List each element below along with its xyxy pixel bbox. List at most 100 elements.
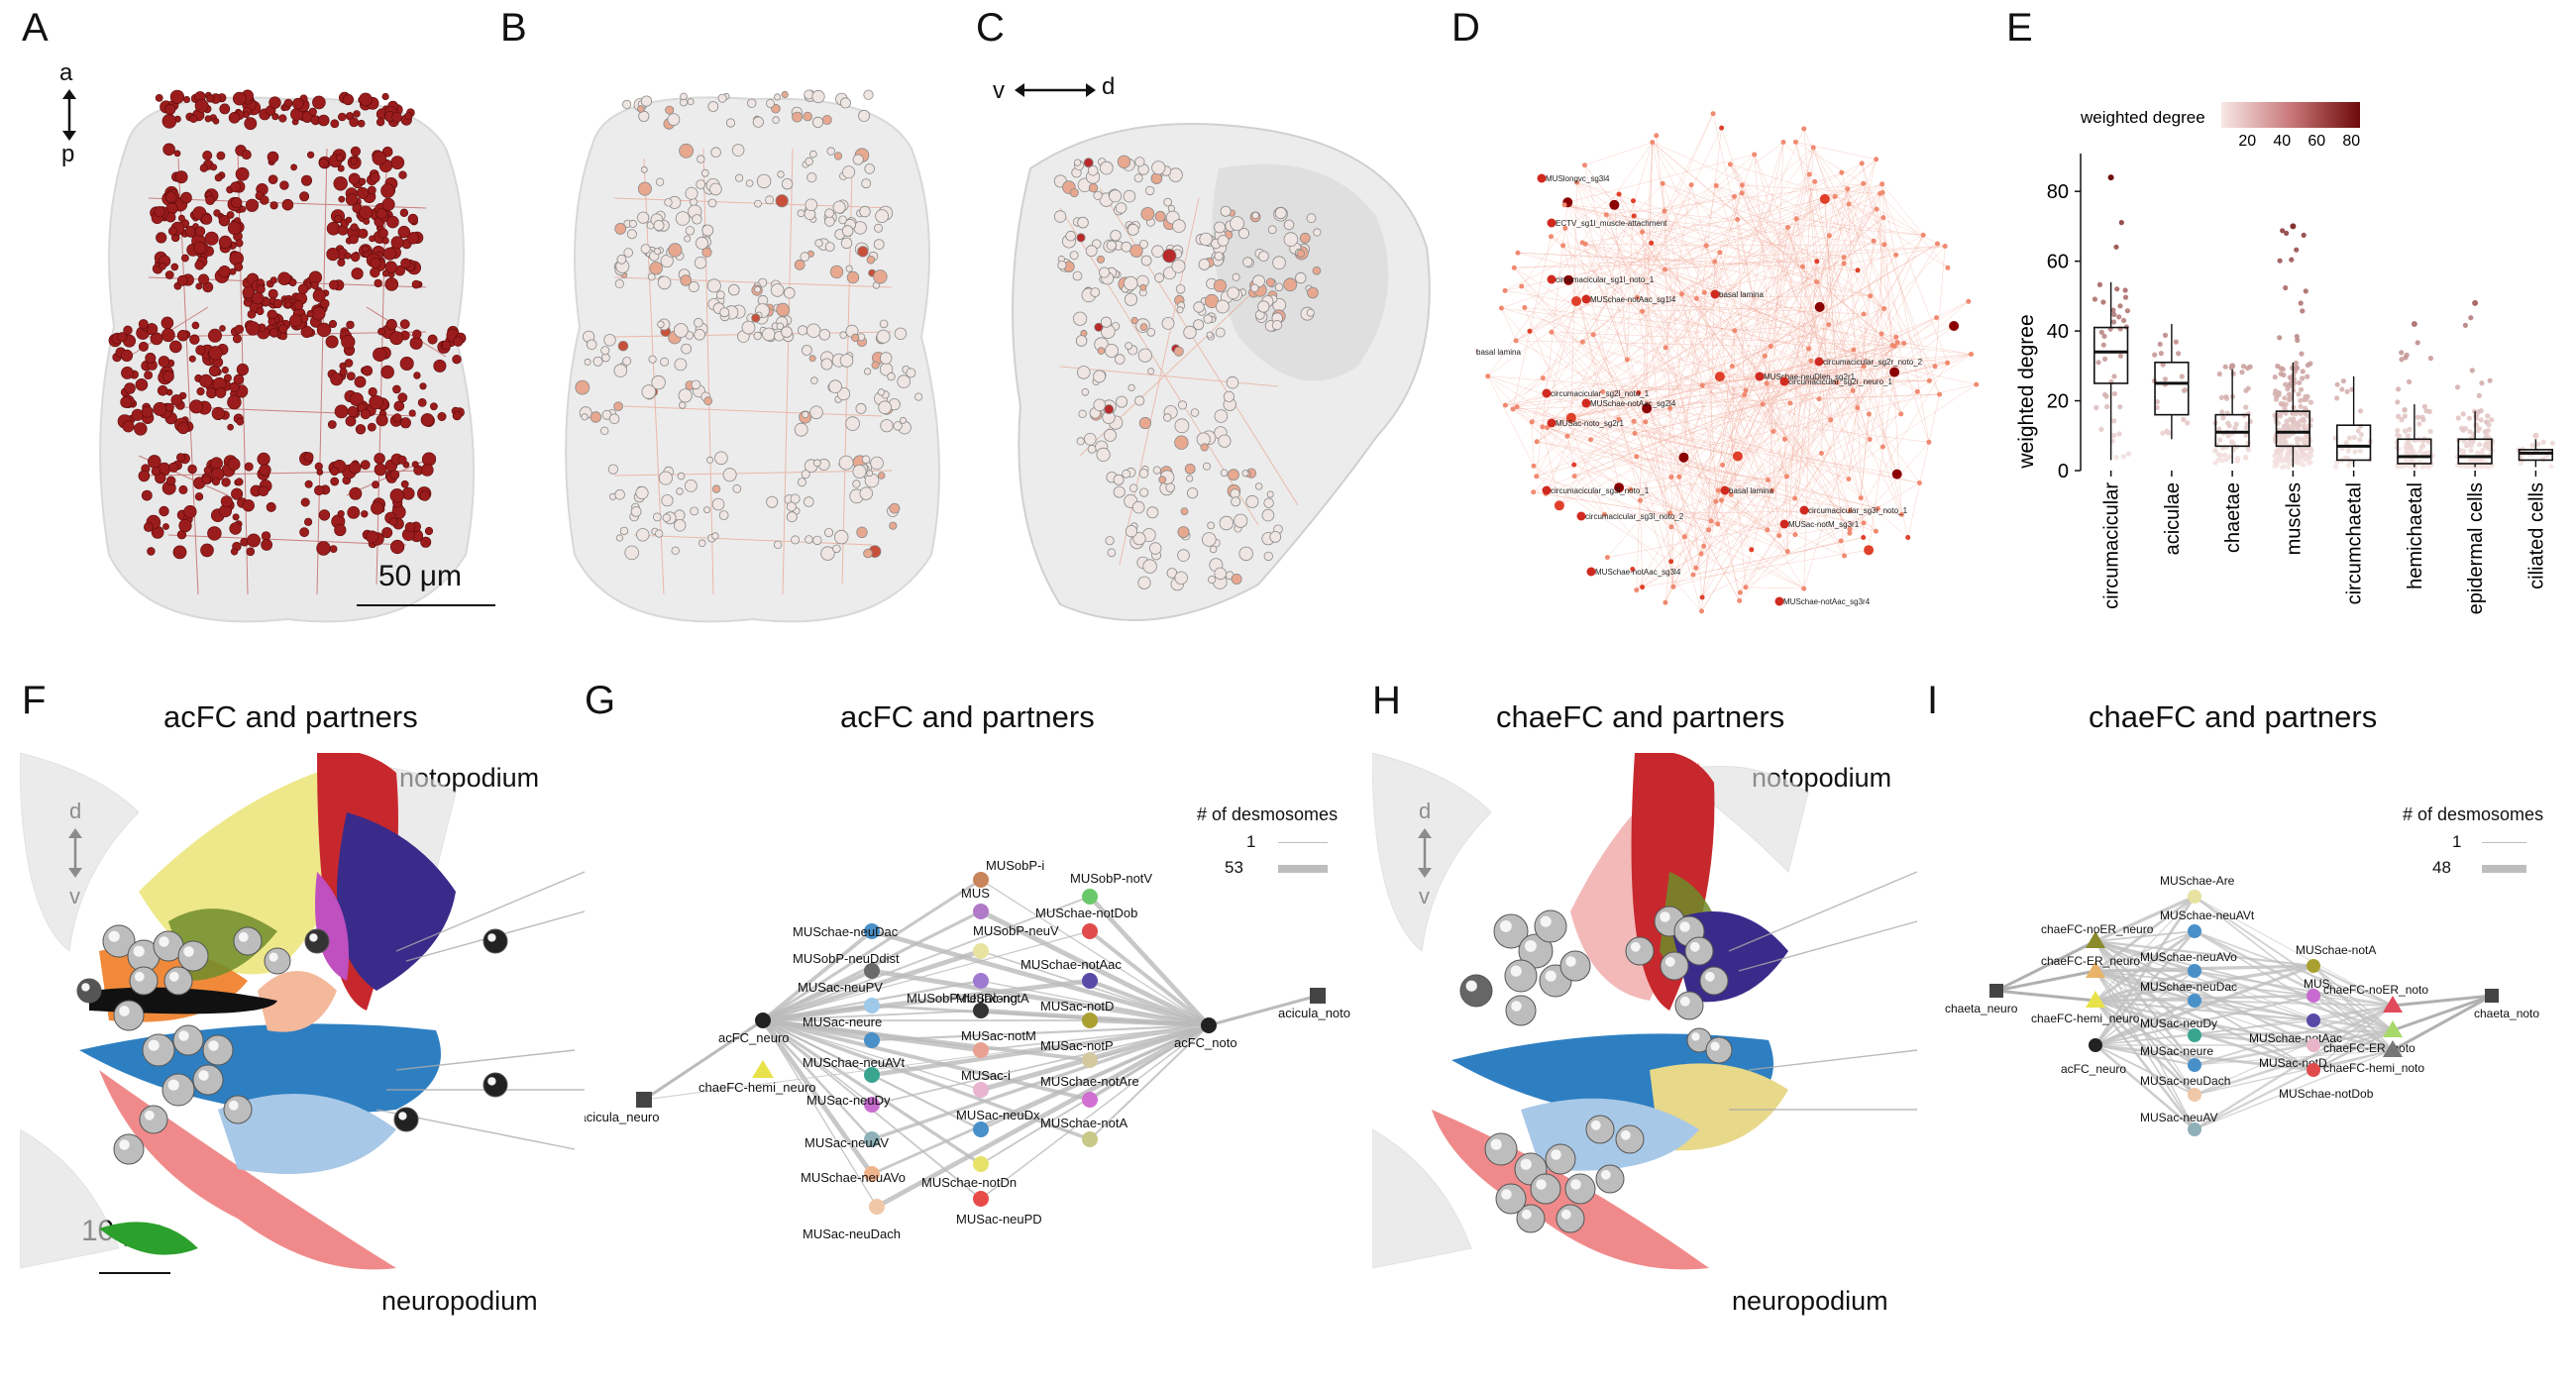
cell-sphere <box>1180 507 1189 516</box>
panel-letter-a: A <box>22 6 49 50</box>
network-edge <box>1712 113 1785 440</box>
cell-sphere <box>350 158 358 165</box>
cell-sphere <box>718 510 729 521</box>
network-node <box>1668 524 1674 530</box>
cell-sphere <box>161 328 175 343</box>
cell-sphere <box>746 98 757 108</box>
node-label-g: MUSobP-neuV <box>973 923 1059 938</box>
network-edge <box>1645 142 1654 422</box>
cell-sphere <box>698 539 706 548</box>
network-edge <box>1089 1017 1210 1028</box>
cell-sphere <box>216 151 226 160</box>
network-node <box>1616 416 1622 422</box>
cell-sphere <box>269 276 277 284</box>
cell-sphere <box>1133 173 1143 183</box>
network-node <box>1727 161 1733 167</box>
network-edge <box>1670 477 1674 587</box>
network-node <box>1764 380 1770 386</box>
cell-sphere <box>347 405 359 417</box>
network-node <box>1868 293 1874 299</box>
network-edge <box>1881 183 1902 515</box>
network-edge <box>1766 181 1815 383</box>
cell-sphere <box>236 363 249 376</box>
network-edge <box>871 1024 1210 1106</box>
cell-sphere <box>230 548 239 556</box>
network-edge <box>1678 476 1722 501</box>
cell-sphere <box>232 513 240 521</box>
network-edge <box>1782 142 1884 246</box>
network-node <box>973 973 989 989</box>
cell-sphere <box>337 259 346 267</box>
network-node <box>1737 597 1743 603</box>
network-node <box>1801 126 1807 132</box>
scale-bar-a <box>357 604 495 606</box>
cell-sphere <box>1109 189 1123 203</box>
cell-sphere <box>613 364 628 377</box>
network-node <box>1861 311 1867 317</box>
network-edge <box>1664 128 1722 603</box>
data-point <box>2160 430 2166 436</box>
data-point <box>2221 452 2227 458</box>
data-point <box>2518 461 2523 467</box>
cell-sphere <box>389 488 404 503</box>
network-edge <box>2392 994 2493 1008</box>
sphere-highlight <box>1536 1179 1547 1190</box>
sphere-highlight <box>1600 1169 1611 1180</box>
cell-sphere <box>913 392 923 401</box>
sphere-highlight <box>1630 941 1641 952</box>
panel-d-network: MUSlongvc_sg3l4ECTV_sg1l_muscle-attachme… <box>1476 111 1980 614</box>
node-label-d: MUSchae-neuDlen_sg2r1 <box>1764 373 1856 381</box>
network-node <box>755 1013 771 1028</box>
outlier-point <box>2229 363 2236 370</box>
cell-sphere <box>687 98 695 106</box>
cell-sphere <box>662 513 671 522</box>
legend-min-i: 1 <box>2452 832 2462 851</box>
cell-sphere <box>680 274 692 286</box>
network-node <box>1714 372 1725 382</box>
cell-sphere <box>170 263 179 271</box>
network-node <box>1760 401 1766 407</box>
cell-sphere <box>1261 508 1275 522</box>
legend-max-g: 53 <box>1225 858 1243 877</box>
cell-sphere <box>814 239 823 248</box>
network-node <box>1502 402 1508 408</box>
data-point <box>2181 387 2188 393</box>
cell-sphere <box>1073 311 1088 326</box>
data-point <box>2415 340 2420 346</box>
cell-sphere <box>258 485 269 497</box>
cell-sphere <box>359 205 374 220</box>
data-point <box>2399 417 2405 423</box>
data-point <box>2121 317 2127 324</box>
cell-sphere <box>1137 576 1151 589</box>
cell-sphere <box>142 1033 175 1067</box>
cell-sphere <box>706 456 714 464</box>
network-edge <box>1840 363 1948 542</box>
network-edge <box>1771 173 1810 347</box>
cell-sphere <box>715 290 725 300</box>
cell-sphere <box>1267 225 1277 235</box>
cell-sphere <box>371 501 384 515</box>
network-edge <box>2094 964 2314 1047</box>
data-point <box>2277 258 2283 264</box>
data-point <box>2217 437 2223 443</box>
cell-sphere <box>649 261 663 275</box>
cell-sphere <box>1139 487 1149 497</box>
cell-sphere <box>348 172 361 185</box>
x-tick-label: ciliated cells <box>2525 482 2547 589</box>
network-node <box>1560 243 1566 249</box>
cell-sphere <box>412 329 422 339</box>
network-node <box>1810 145 1816 151</box>
cell-sphere <box>345 216 353 224</box>
cell-sphere <box>1131 500 1145 514</box>
data-point <box>2352 449 2358 455</box>
cell-sphere <box>614 222 627 235</box>
network-node <box>1693 295 1699 301</box>
data-point <box>2549 440 2555 446</box>
network-edge <box>1812 147 1940 395</box>
cell-sphere <box>809 376 818 384</box>
cell-sphere <box>805 157 813 166</box>
data-point <box>2468 442 2474 448</box>
data-point <box>2114 286 2120 292</box>
network-node <box>1698 551 1704 557</box>
network-node <box>1663 345 1668 351</box>
